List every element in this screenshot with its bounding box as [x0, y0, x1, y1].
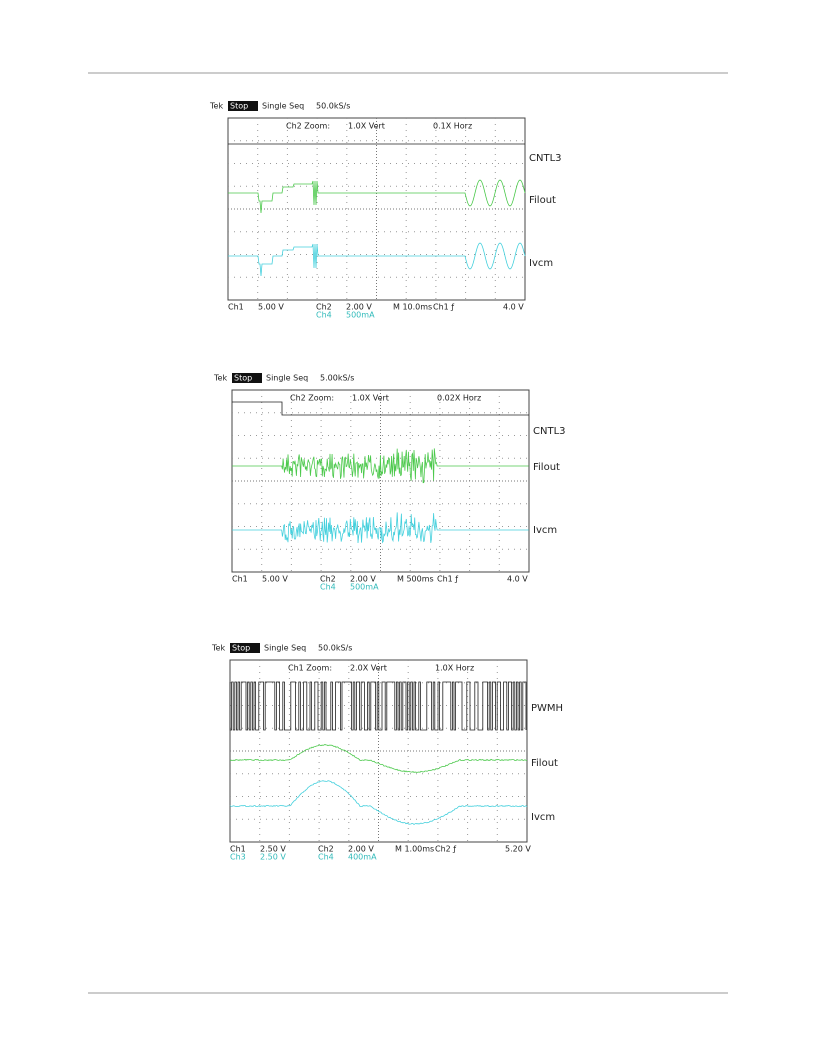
readout: 400mA — [348, 853, 377, 862]
trace-label: Ivcm — [533, 525, 557, 536]
scope-screenshot: Tek Stop Single Seq 50.0kS/s Ch1 Zoom: 2.0X V… — [211, 643, 563, 862]
sample-rate: 5.00kS/s — [320, 374, 354, 383]
zoom-horz: 1.0X Horz — [435, 664, 474, 673]
zoom-vert: 2.0X Vert — [350, 664, 387, 673]
readout: M 10.0ms — [393, 303, 432, 312]
scope-screenshot: Tek Stop Single Seq 50.0kS/s Ch2 Zoom: 1.0X V… — [209, 101, 562, 320]
zoom-channel: Ch1 Zoom: — [288, 664, 332, 673]
readout: 2.50 V — [260, 845, 286, 854]
readout: 500mA — [346, 311, 375, 320]
waveform — [232, 512, 529, 544]
waveform — [228, 242, 526, 277]
readout: M 1.00ms — [395, 845, 434, 854]
zoom-channel: Ch2 Zoom: — [290, 394, 334, 403]
sample-rate: 50.0kS/s — [316, 102, 350, 111]
readout: Ch1 — [230, 845, 246, 854]
scope-mode: Single Seq — [264, 644, 306, 653]
scope-brand: Tek — [209, 102, 223, 111]
readout: Ch2 — [320, 575, 336, 584]
waveform — [228, 179, 526, 214]
trace-label: PWMH — [531, 703, 563, 714]
readout: Ch3 — [230, 853, 246, 862]
state-badge — [228, 101, 258, 111]
zoom-horz: 0.02X Horz — [437, 394, 481, 403]
readout: Ch4 — [316, 311, 332, 320]
trace-label: CNTL3 — [529, 153, 562, 164]
trace-label: Filout — [533, 462, 560, 473]
readout: 2.50 V — [260, 853, 286, 862]
trace-label: Ivcm — [531, 812, 555, 823]
readout: 500mA — [350, 583, 379, 592]
scope-mode: Single Seq — [262, 102, 304, 111]
trace-label: Filout — [529, 195, 556, 206]
readout: 5.20 V — [505, 845, 531, 854]
scope-mode: Single Seq — [266, 374, 308, 383]
state-badge — [232, 373, 262, 383]
scope-state: Stop — [234, 374, 252, 383]
readout: 2.00 V — [346, 303, 372, 312]
waveform — [229, 780, 528, 826]
readout: Ch4 — [320, 583, 336, 592]
readout: Ch1 — [232, 575, 248, 584]
readout: 2.00 V — [350, 575, 376, 584]
readout: M 500ms — [397, 575, 434, 584]
zoom-horz: 0.1X Horz — [433, 122, 472, 131]
readout: Ch1 — [228, 303, 244, 312]
scope-state: Stop — [230, 102, 248, 111]
readout: Ch2 ƒ — [435, 845, 456, 854]
readout: 5.00 V — [258, 303, 284, 312]
state-badge — [230, 643, 260, 653]
waveform — [229, 681, 527, 731]
waveform — [232, 401, 529, 416]
zoom-channel: Ch2 Zoom: — [286, 122, 330, 131]
waveform — [229, 744, 528, 774]
readout: Ch4 — [318, 853, 334, 862]
readout: Ch2 — [318, 845, 334, 854]
scope-brand: Tek — [213, 374, 227, 383]
scope-brand: Tek — [211, 644, 225, 653]
trace-label: Filout — [531, 758, 558, 769]
trace-label: Ivcm — [529, 258, 553, 269]
readout: Ch2 — [316, 303, 332, 312]
readout: 4.0 V — [507, 575, 528, 584]
scope-state: Stop — [232, 644, 250, 653]
trace-label: CNTL3 — [533, 426, 566, 437]
sample-rate: 50.0kS/s — [318, 644, 352, 653]
waveform — [232, 448, 529, 484]
zoom-vert: 1.0X Vert — [348, 122, 385, 131]
zoom-vert: 1.0X Vert — [352, 394, 389, 403]
readout: Ch1 ƒ — [437, 575, 458, 584]
readout: 2.00 V — [348, 845, 374, 854]
readout: 4.0 V — [503, 303, 524, 312]
readout: 5.00 V — [262, 575, 288, 584]
readout: Ch1 ƒ — [433, 303, 454, 312]
scope-screenshot: Tek Stop Single Seq 5.00kS/s Ch2 Zoom: 1.0X V… — [213, 373, 566, 592]
